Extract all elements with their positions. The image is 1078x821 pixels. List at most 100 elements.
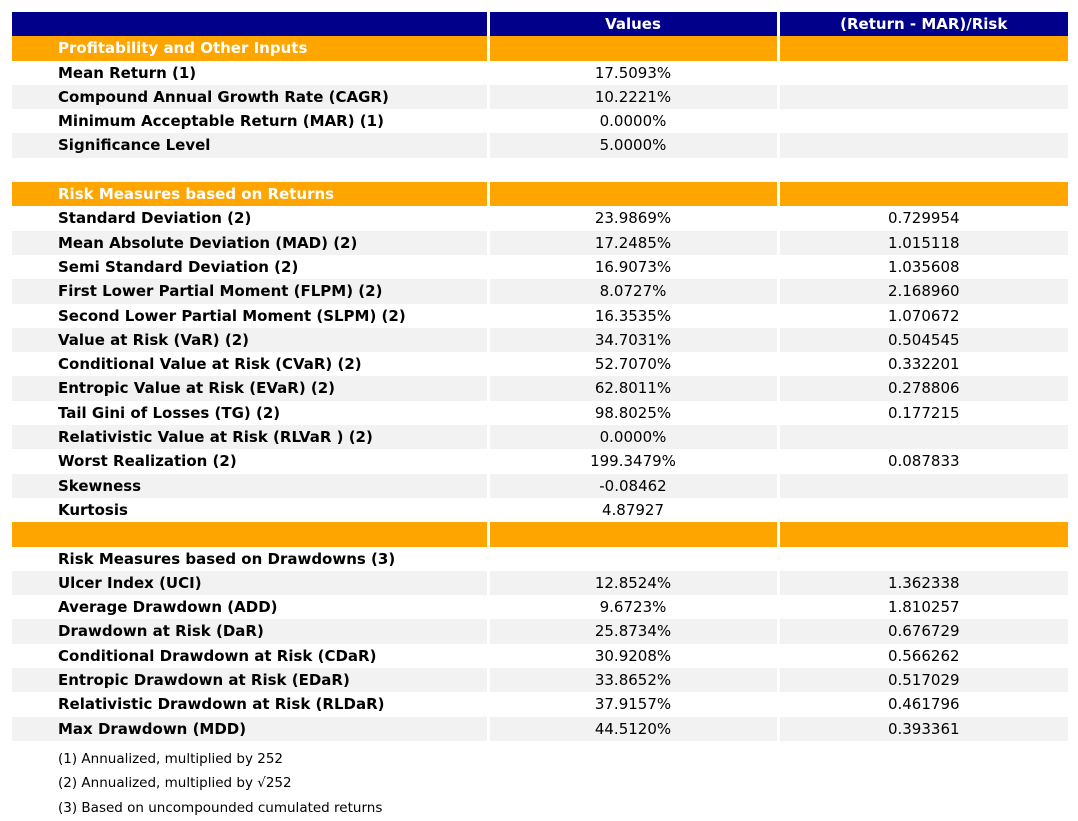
row-label: Standard Deviation (2) <box>58 209 252 228</box>
row-value: 17.2485% <box>486 230 778 255</box>
row-value: 10.2221% <box>486 84 778 110</box>
metric-column-header <box>12 12 488 37</box>
row-value: 34.7031% <box>486 327 778 353</box>
row-value: 17.5093% <box>486 60 778 85</box>
row-label: Skewness <box>58 476 142 495</box>
row-label: Entropic Drawdown at Risk (EDaR) <box>58 671 350 690</box>
row-ratio: 0.177215 <box>776 400 1068 426</box>
table-row: Worst Realization (2) 199.3479% 0.087833 <box>12 449 1068 474</box>
row-ratio: 1.035608 <box>776 254 1068 280</box>
row-label: Compound Annual Growth Rate (CAGR) <box>58 87 389 106</box>
row-ratio: 0.087833 <box>776 449 1068 474</box>
values-column-header: Values <box>486 12 778 37</box>
table-row: Max Drawdown (MDD) 44.5120% 0.393361 <box>12 716 1068 741</box>
row-ratio: 0.676729 <box>776 619 1068 644</box>
table-row: Mean Absolute Deviation (MAD) (2) 17.2485… <box>12 230 1068 255</box>
table-row: Compound Annual Growth Rate (CAGR) 10.222… <box>12 84 1068 110</box>
row-label <box>12 157 488 183</box>
table-row: Semi Standard Deviation (2) 16.9073% 1.035… <box>12 254 1068 280</box>
row-ratio <box>776 60 1068 85</box>
row-ratio: 2.168960 <box>776 279 1068 304</box>
row-value: -0.08462 <box>486 473 778 498</box>
footnote-line: (3) Based on uncompounded cumulated retu… <box>58 799 383 816</box>
row-label: Value at Risk (VaR) (2) <box>58 330 250 349</box>
table-row: Conditional Value at Risk (CVaR) (2) 52.7… <box>12 352 1068 377</box>
row-value: 25.8734% <box>486 619 778 644</box>
row-ratio: 0.517029 <box>776 668 1068 693</box>
row-label: Conditional Value at Risk (CVaR) (2) <box>58 355 362 374</box>
row-label: Mean Return (1) <box>58 63 197 82</box>
subheader-row: Risk Measures based on Drawdowns (3) <box>12 546 1068 571</box>
row-ratio <box>776 109 1068 134</box>
row-ratio: 0.332201 <box>776 352 1068 377</box>
row-label: Significance Level <box>58 136 211 155</box>
row-value: 4.87927 <box>486 497 778 523</box>
row-ratio <box>776 522 1068 547</box>
row-value: 44.5120% <box>486 716 778 741</box>
table-row: Relativistic Value at Risk (RLVaR ) (2) 0… <box>12 425 1068 450</box>
row-ratio: 1.070672 <box>776 303 1068 328</box>
table-row: Second Lower Partial Moment (SLPM) (2) 16… <box>12 303 1068 328</box>
row-ratio <box>776 182 1068 207</box>
spacer-row <box>12 157 1068 183</box>
row-value <box>486 36 778 61</box>
row-ratio <box>776 497 1068 523</box>
row-value: 16.3535% <box>486 303 778 328</box>
row-value: 199.3479% <box>486 449 778 474</box>
row-label: Minimum Acceptable Return (MAR) (1) <box>58 112 384 131</box>
row-value <box>486 546 778 571</box>
row-ratio: 0.278806 <box>776 376 1068 401</box>
table-row: Minimum Acceptable Return (MAR) (1) 0.000… <box>12 109 1068 134</box>
row-label: Average Drawdown (ADD) <box>58 598 278 617</box>
table-row: Relativistic Drawdown at Risk (RLDaR) 37.… <box>12 692 1068 717</box>
row-value: 33.8652% <box>486 668 778 693</box>
row-value: 98.8025% <box>486 400 778 426</box>
row-ratio <box>776 133 1068 158</box>
row-value: 16.9073% <box>486 254 778 280</box>
table-row: Skewness -0.08462 <box>12 473 1068 498</box>
row-value: 8.0727% <box>486 279 778 304</box>
row-label: Max Drawdown (MDD) <box>58 719 247 738</box>
row-ratio <box>776 36 1068 61</box>
row-ratio: 0.729954 <box>776 206 1068 231</box>
row-ratio: 0.566262 <box>776 643 1068 669</box>
table-row: Average Drawdown (ADD) 9.6723% 1.810257 <box>12 595 1068 620</box>
row-label: Relativistic Value at Risk (RLVaR ) (2) <box>58 428 373 447</box>
table-row: Kurtosis 4.87927 <box>12 497 1068 523</box>
row-label: Kurtosis <box>58 500 128 519</box>
row-value <box>486 157 778 183</box>
row-label: Semi Standard Deviation (2) <box>58 257 299 276</box>
table-row: Standard Deviation (2) 23.9869% 0.729954 <box>12 206 1068 231</box>
table-row: Mean Return (1) 17.5093% <box>12 60 1068 85</box>
section-row: Risk Measures based on Returns <box>12 182 1068 207</box>
row-value: 0.0000% <box>486 425 778 450</box>
row-label: Ulcer Index (UCI) <box>58 573 202 592</box>
row-value <box>486 182 778 207</box>
row-ratio <box>776 425 1068 450</box>
table-row: Drawdown at Risk (DaR) 25.8734% 0.676729 <box>12 619 1068 644</box>
table-row: Ulcer Index (UCI) 12.8524% 1.362338 <box>12 570 1068 596</box>
row-label: First Lower Partial Moment (FLPM) (2) <box>58 282 383 301</box>
table-row: Entropic Value at Risk (EVaR) (2) 62.8011… <box>12 376 1068 401</box>
row-label: Conditional Drawdown at Risk (CDaR) <box>58 646 377 665</box>
footnote-line: (2) Annualized, multiplied by √252 <box>58 775 292 792</box>
footnote-line: (1) Annualized, multiplied by 252 <box>58 750 283 767</box>
row-ratio <box>776 157 1068 183</box>
row-label: Drawdown at Risk (DaR) <box>58 622 264 641</box>
row-value <box>486 522 778 547</box>
footnotes: (1) Annualized, multiplied by 252 (2) Ann… <box>12 745 1068 819</box>
section-row: Profitability and Other Inputs <box>12 36 1068 61</box>
row-ratio: 0.461796 <box>776 692 1068 717</box>
row-ratio <box>776 546 1068 571</box>
section-row <box>12 522 1068 547</box>
table-row: Significance Level 5.0000% <box>12 133 1068 158</box>
report-table-body: Profitability and Other Inputs Mean Retur… <box>12 36 1068 741</box>
row-label: Mean Absolute Deviation (MAD) (2) <box>58 233 358 252</box>
row-label: Worst Realization (2) <box>58 452 237 471</box>
row-value: 62.8011% <box>486 376 778 401</box>
row-ratio: 1.362338 <box>776 570 1068 596</box>
row-label: Risk Measures based on Returns <box>12 182 488 207</box>
row-label: Second Lower Partial Moment (SLPM) (2) <box>58 306 406 325</box>
row-ratio: 0.504545 <box>776 327 1068 353</box>
